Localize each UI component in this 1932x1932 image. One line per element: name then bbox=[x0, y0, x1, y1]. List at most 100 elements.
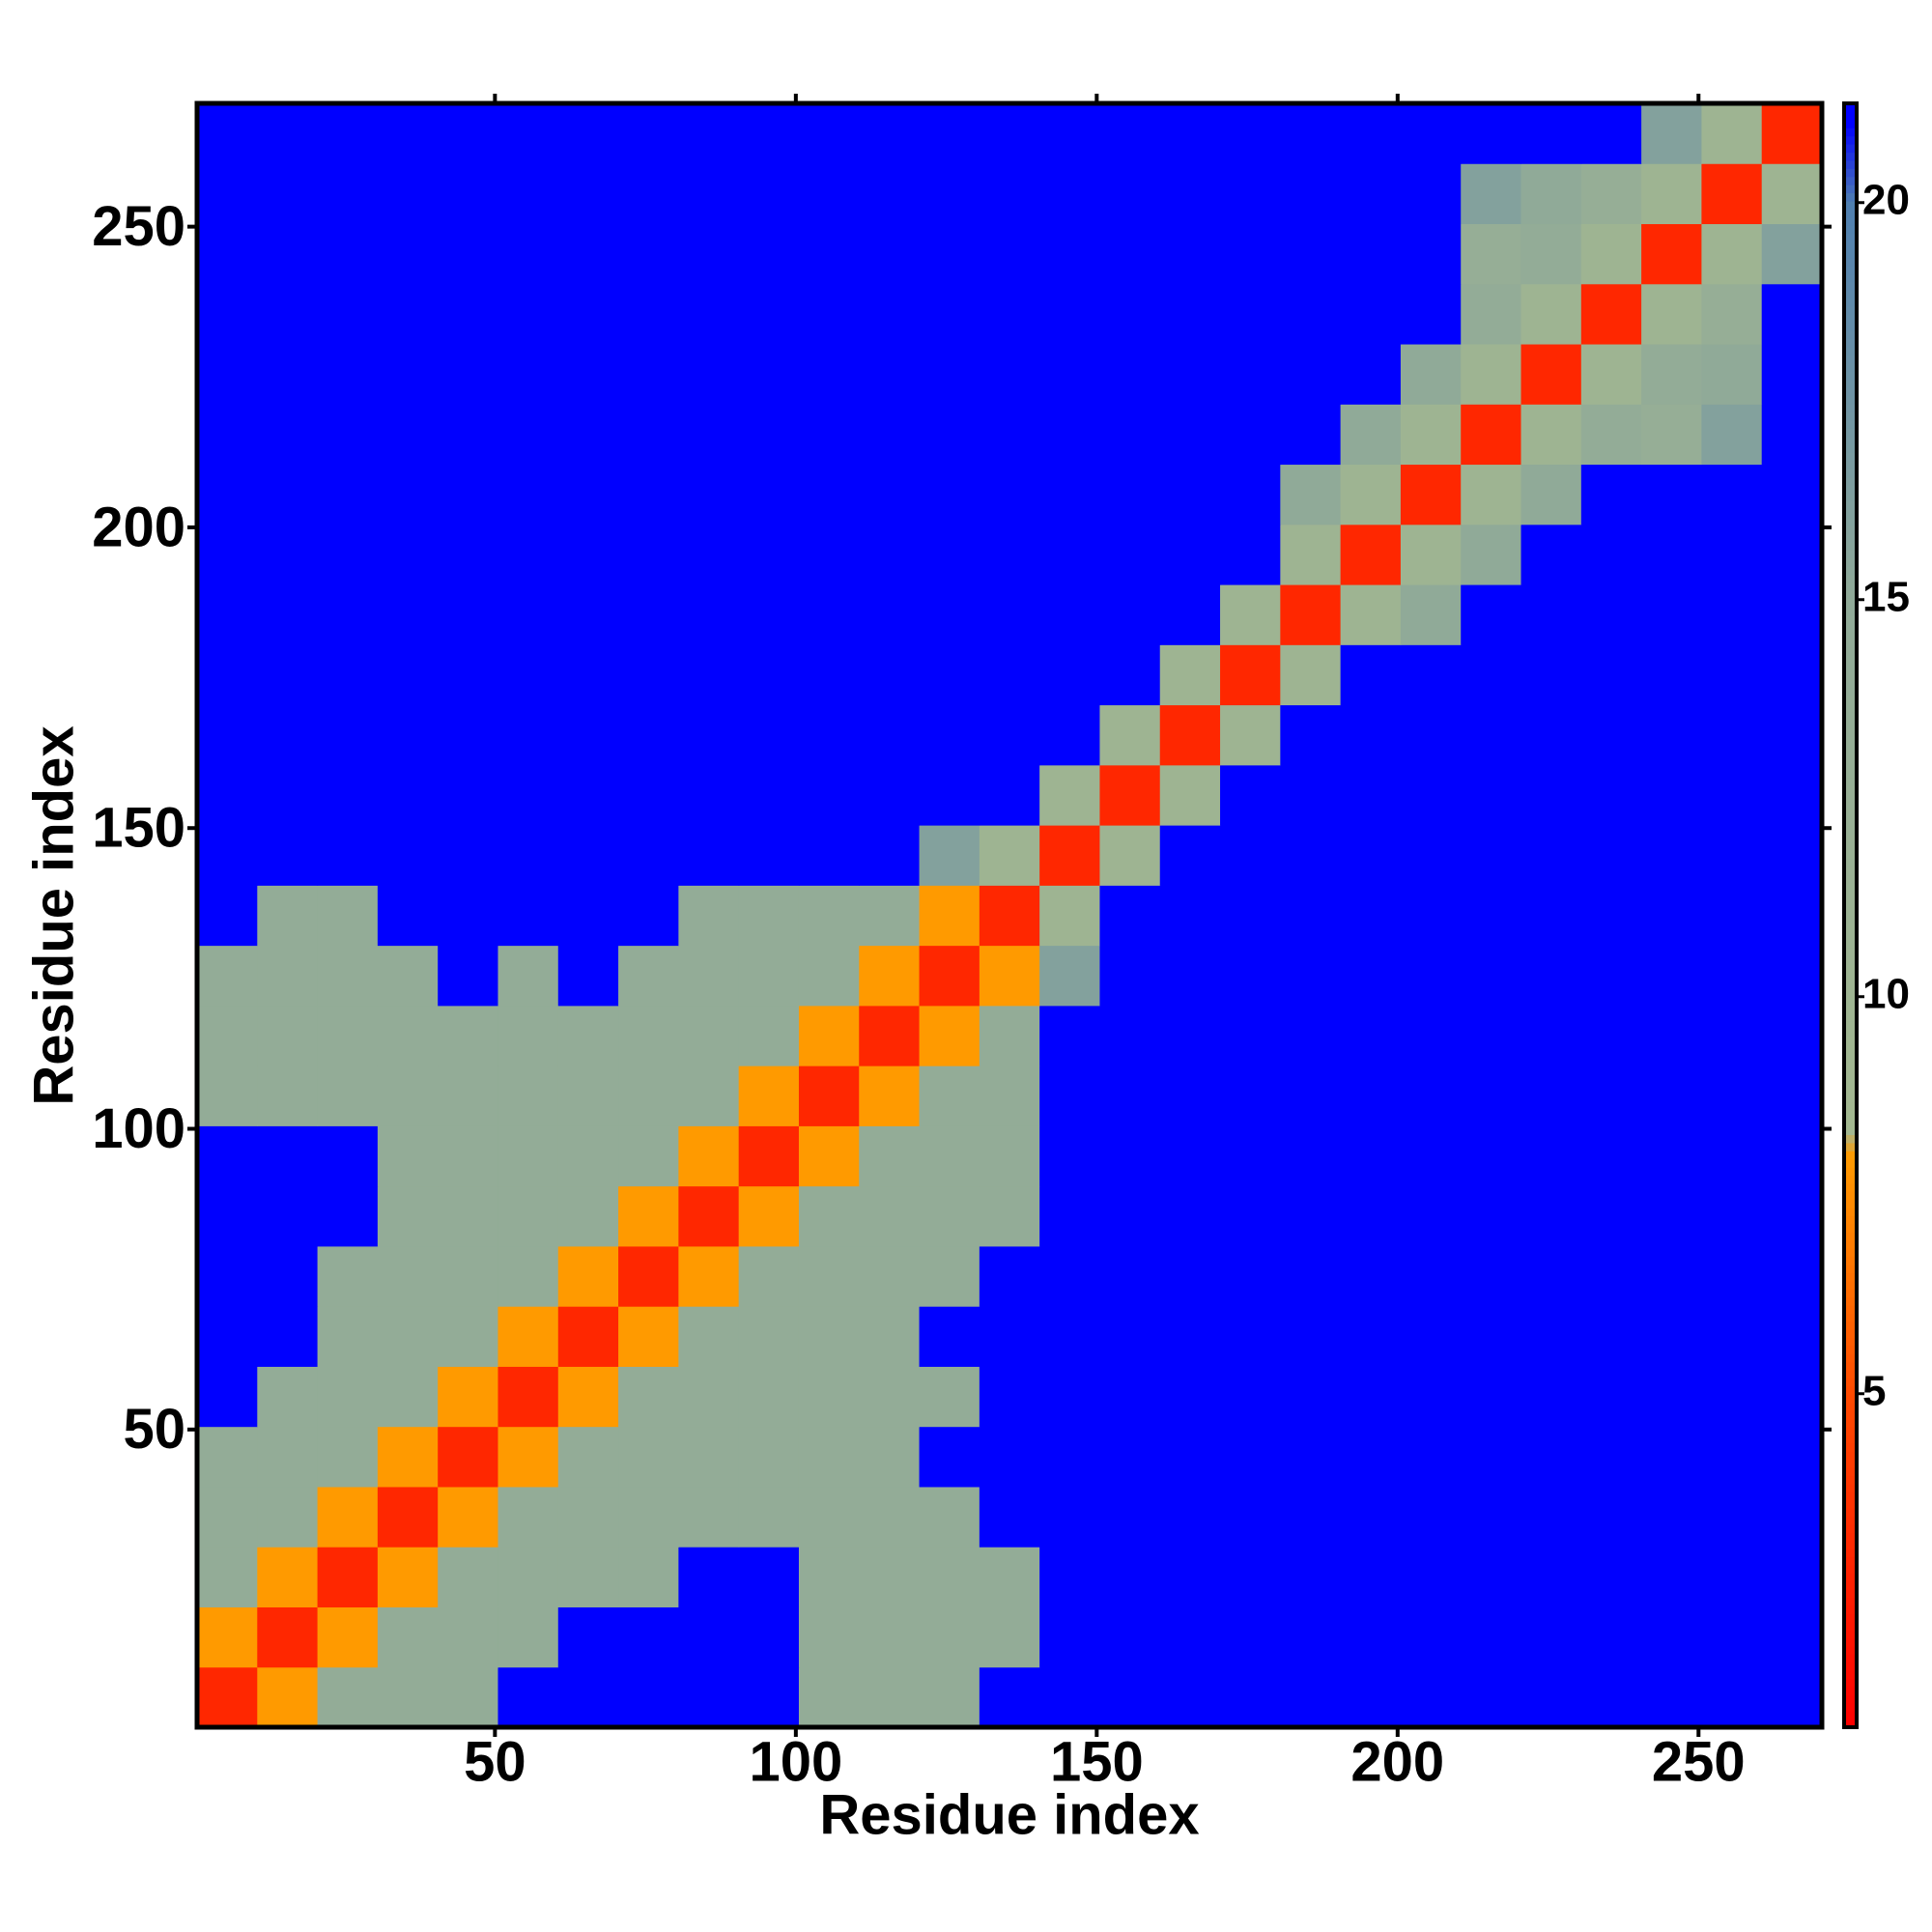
heatmap-cell bbox=[497, 704, 559, 766]
heatmap-cell bbox=[1461, 1125, 1522, 1187]
heatmap-cell bbox=[1520, 103, 1582, 164]
heatmap-cell bbox=[738, 283, 800, 345]
heatmap-cell bbox=[497, 404, 559, 466]
heatmap-cell bbox=[1461, 945, 1522, 1007]
heatmap-cell bbox=[438, 644, 498, 706]
heatmap-cell bbox=[497, 1245, 559, 1307]
colorbar-tick-label: 10 bbox=[1862, 970, 1910, 1017]
heatmap-cell bbox=[1761, 464, 1823, 526]
heatmap-cell bbox=[979, 1245, 1040, 1307]
heatmap-cell bbox=[497, 584, 559, 645]
heatmap-cell bbox=[859, 1666, 921, 1728]
colorbar-segment bbox=[1844, 355, 1857, 364]
heatmap-cell bbox=[1400, 1366, 1462, 1428]
heatmap-cell bbox=[1280, 103, 1342, 164]
colorbar-segment bbox=[1844, 1101, 1857, 1111]
heatmap-cell bbox=[1159, 885, 1221, 947]
heatmap-cell bbox=[859, 163, 921, 225]
colorbar-segment bbox=[1844, 1037, 1857, 1046]
heatmap-cell bbox=[438, 1606, 498, 1668]
heatmap-cell bbox=[1400, 1125, 1462, 1187]
heatmap-cell bbox=[1761, 764, 1823, 826]
heatmap-cell bbox=[1340, 644, 1402, 706]
heatmap-cell bbox=[1099, 1005, 1161, 1066]
heatmap-cell bbox=[1641, 223, 1702, 285]
heatmap-cell bbox=[1701, 1547, 1763, 1607]
heatmap-cell bbox=[1461, 1606, 1522, 1668]
heatmap-cell bbox=[1340, 464, 1402, 526]
heatmap-cell bbox=[919, 344, 980, 405]
heatmap-cell bbox=[257, 103, 319, 164]
colorbar-segment bbox=[1844, 1272, 1857, 1282]
colorbar-segment bbox=[1844, 1191, 1857, 1201]
colorbar-segment bbox=[1844, 728, 1857, 738]
heatmap-cell bbox=[618, 704, 679, 766]
heatmap-cell bbox=[1461, 1666, 1522, 1728]
colorbar-segment bbox=[1844, 371, 1857, 381]
heatmap-cell bbox=[919, 1426, 980, 1488]
heatmap-cell bbox=[1220, 283, 1281, 345]
heatmap-cell bbox=[1701, 945, 1763, 1007]
heatmap-cell bbox=[1701, 1065, 1763, 1126]
colorbar-segment bbox=[1844, 720, 1857, 729]
heatmap-cell bbox=[497, 1486, 559, 1548]
heatmap-cell bbox=[979, 885, 1040, 947]
heatmap-cell bbox=[738, 1486, 800, 1548]
heatmap-cell bbox=[678, 644, 740, 706]
heatmap-cell bbox=[1761, 825, 1823, 886]
heatmap-cell bbox=[1280, 1065, 1342, 1126]
colorbar-segment bbox=[1844, 209, 1857, 218]
heatmap-cell bbox=[1761, 344, 1823, 405]
heatmap-cell bbox=[1159, 1065, 1221, 1126]
colorbar-segment bbox=[1844, 347, 1857, 356]
heatmap-cell bbox=[738, 404, 800, 466]
heatmap-cell bbox=[738, 825, 800, 886]
heatmap-cell bbox=[678, 1306, 740, 1367]
heatmap-cell bbox=[1400, 644, 1462, 706]
heatmap-cell bbox=[1220, 1245, 1281, 1307]
heatmap-cell bbox=[798, 764, 860, 826]
heatmap-cell bbox=[618, 524, 679, 585]
heatmap-cell bbox=[678, 885, 740, 947]
heatmap-cell bbox=[618, 1306, 679, 1367]
heatmap-cell bbox=[1520, 885, 1582, 947]
heatmap-cell bbox=[1099, 404, 1161, 466]
heatmap-cell bbox=[1220, 223, 1281, 285]
heatmap-cell bbox=[1280, 524, 1342, 585]
heatmap-cell bbox=[1641, 1486, 1702, 1548]
heatmap-cell bbox=[1280, 885, 1342, 947]
heatmap-cell bbox=[197, 945, 258, 1007]
heatmap-cell bbox=[317, 1125, 379, 1187]
colorbar-segment bbox=[1844, 419, 1857, 429]
heatmap-cell bbox=[497, 464, 559, 526]
heatmap-cell bbox=[618, 464, 679, 526]
heatmap-cell bbox=[678, 524, 740, 585]
heatmap-cell bbox=[798, 1185, 860, 1247]
heatmap-cell bbox=[1461, 644, 1522, 706]
heatmap-cell bbox=[1461, 825, 1522, 886]
heatmap-cell bbox=[1039, 704, 1100, 766]
colorbar-segment bbox=[1844, 841, 1857, 851]
heatmap-cell bbox=[678, 1486, 740, 1548]
heatmap-cell bbox=[859, 464, 921, 526]
heatmap-cell bbox=[1641, 1547, 1702, 1607]
heatmap-cell bbox=[618, 825, 679, 886]
colorbar-segment bbox=[1844, 915, 1857, 924]
heatmap-cell bbox=[1159, 344, 1221, 405]
heatmap-cell bbox=[1701, 1606, 1763, 1668]
colorbar-segment bbox=[1844, 500, 1857, 510]
heatmap-cell bbox=[1761, 1245, 1823, 1307]
heatmap-cell bbox=[1340, 1185, 1402, 1247]
colorbar-segment bbox=[1844, 1353, 1857, 1363]
heatmap-cell bbox=[678, 1065, 740, 1126]
heatmap-cell bbox=[197, 1245, 258, 1307]
heatmap-cell bbox=[1400, 584, 1462, 645]
heatmap-cell bbox=[979, 644, 1040, 706]
heatmap-cell bbox=[1340, 1547, 1402, 1607]
colorbar-segment bbox=[1844, 1345, 1857, 1354]
colorbar-segment bbox=[1844, 306, 1857, 316]
heatmap-cell bbox=[1039, 1547, 1100, 1607]
x-tick-label: 250 bbox=[1652, 1730, 1746, 1793]
heatmap-cell bbox=[377, 404, 439, 466]
heatmap-cell bbox=[1580, 404, 1642, 466]
